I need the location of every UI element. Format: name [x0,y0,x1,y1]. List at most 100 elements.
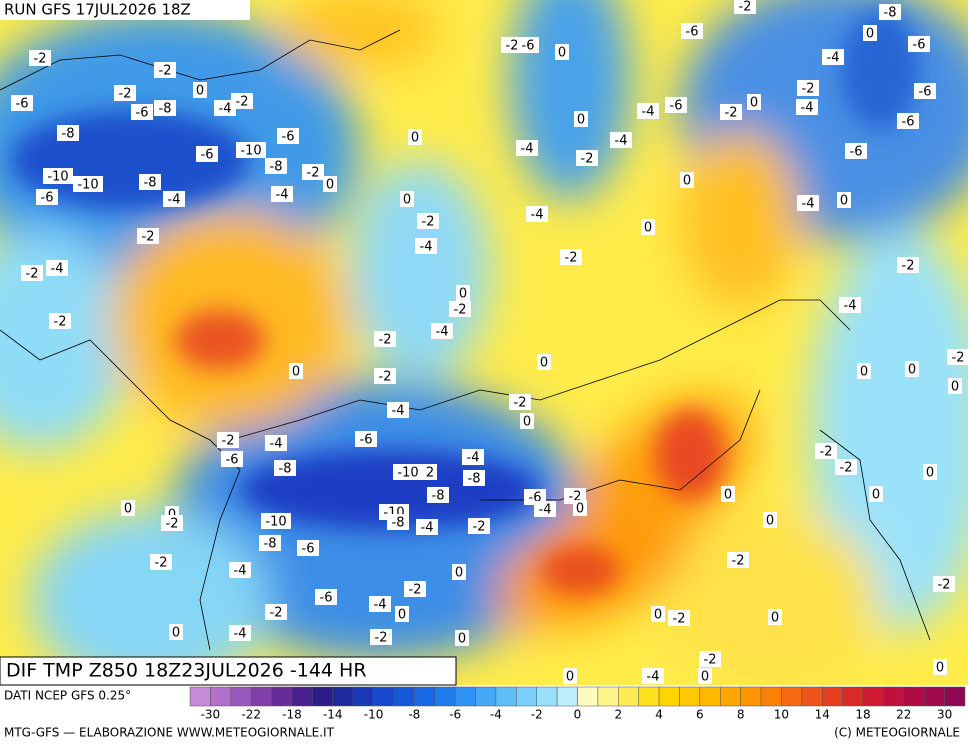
legend-tick-label: -4 [490,708,502,722]
label-box [610,132,632,148]
legend-swatch [821,686,843,707]
legend-swatch [740,686,762,707]
label-box [797,195,819,211]
label-box [516,140,538,156]
legend-tick-label: -6 [449,708,461,722]
legend-swatch [312,686,334,707]
label-box [139,174,161,190]
contour-label: 0 [577,113,585,128]
contour-label: -2 [938,578,951,593]
legend-tick-label: 10 [774,708,789,722]
contour-label: 0 [866,27,874,42]
contour-label: -2 [802,82,815,97]
legend-swatch [291,686,313,707]
label-box [463,470,485,486]
footer-left: MTG-GFS — ELABORAZIONE WWW.METEOGIORNALE… [4,726,335,740]
contour-label: -4 [647,670,660,685]
label-box [355,431,377,447]
legend-source: DATI NCEP GFS 0.25° [4,689,131,703]
contour-label: 0 [172,626,180,641]
legend-swatch [679,686,701,707]
label-box [914,83,936,99]
contour-label: 0 [124,502,132,517]
label-box [169,624,183,640]
contour-label: -2 [840,461,853,476]
label-box [193,82,207,98]
legend-swatch [516,686,537,707]
contour-label: 0 [558,46,566,61]
contour-label: 0 [196,84,204,99]
label-box [404,581,426,597]
label-box [261,513,291,529]
label-box [150,554,172,570]
contour-label: -2 [704,653,717,668]
label-box [835,459,857,475]
label-box [462,449,484,465]
contour-label: -2 [454,303,467,318]
contour-label: -4 [802,197,815,212]
legend-tick-label: 30 [937,708,952,722]
label-box [393,464,423,480]
label-box [323,176,337,192]
label-box [573,500,587,516]
contour-label: -8 [884,6,897,21]
contour-label: -6 [522,39,535,54]
legend-swatch [189,686,211,707]
label-box [681,23,703,39]
contour-label: -10 [265,515,286,530]
legend-tick-label: 8 [737,708,745,722]
label-box [274,460,296,476]
contour-label: -2 [820,445,833,460]
contour-label: -6 [670,99,683,114]
legend-swatch [923,686,945,707]
contour-label: -2 [222,434,235,449]
legend-swatch [352,686,374,707]
label-box [576,150,598,166]
label-box [374,331,396,347]
legend-swatch [210,686,232,707]
contour-label: -4 [539,503,552,518]
label-box [933,659,947,675]
contour-label: 0 [566,670,574,685]
contour-label: -2 [375,631,388,646]
contour-label: -8 [159,102,172,117]
contour-label: -4 [219,102,232,117]
legend-swatch [536,686,558,707]
legend-swatch [862,686,884,707]
label-box [236,142,266,158]
contour-label: 0 [750,96,758,111]
label-box [137,228,159,244]
contour-label: -6 [302,542,315,557]
contour-label: 0 [326,178,334,193]
label-box [43,168,73,184]
contour-label: 0 [398,608,406,623]
contour-label: 0 [683,174,691,189]
label-box [36,189,58,205]
label-box [665,97,687,113]
label-box [416,519,438,535]
contour-labels: -2-2-2-6-6 -8 -4 -20-8-6 -10-8-6-200-10-10 -8… [11,0,968,685]
label-box [948,378,962,394]
legend-tick-label: -8 [408,708,420,722]
contour-label: -6 [686,25,699,40]
contour-label: -6 [41,191,54,206]
label-box [229,562,251,578]
contour-label: -8 [270,160,283,175]
legend-tick-label: 18 [855,708,870,722]
legend-tick-label: -14 [323,708,343,722]
label-box [387,514,409,530]
label-box [452,564,466,580]
label-box [641,219,655,235]
contour-label: -2 [54,315,67,330]
contour-label: -2 [159,64,172,79]
label-box [161,515,183,531]
contour-label: 0 [654,608,662,623]
label-box [637,103,659,119]
legend-swatch [495,686,517,707]
legend-tick-label: 22 [896,708,911,722]
contour-label: 0 [840,194,848,209]
contour-label: 0 [766,514,774,529]
label-box [534,501,556,517]
